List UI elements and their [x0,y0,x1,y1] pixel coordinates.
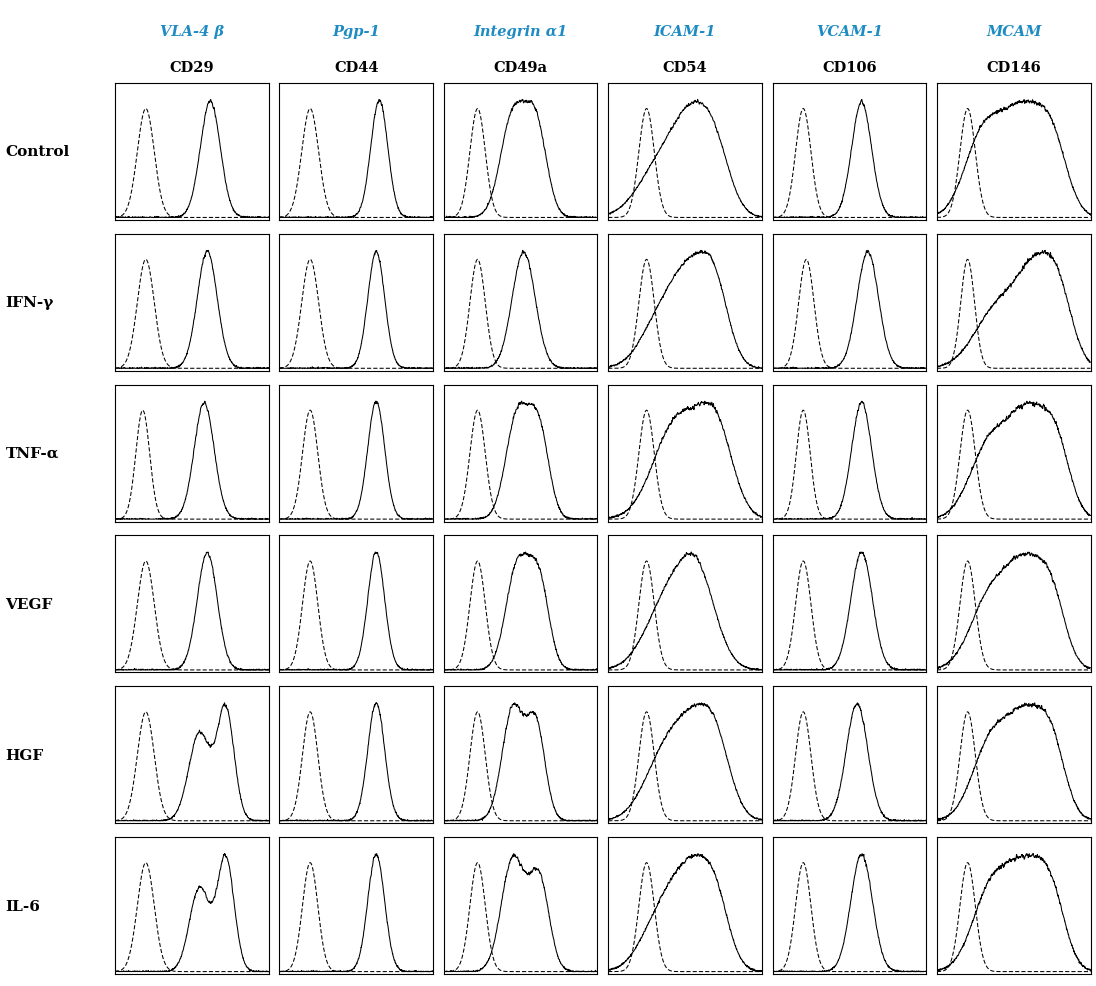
Text: HGF: HGF [5,748,44,762]
Text: CD44: CD44 [334,61,378,75]
Text: MCAM: MCAM [986,25,1041,38]
Text: VLA-4 β: VLA-4 β [160,25,224,38]
Text: IL-6: IL-6 [5,898,41,913]
Text: CD29: CD29 [170,61,214,75]
Text: TNF-α: TNF-α [5,447,59,460]
Text: CD146: CD146 [986,61,1041,75]
Text: Pgp-1: Pgp-1 [332,25,380,38]
Text: Control: Control [5,145,70,160]
Text: CD106: CD106 [822,61,877,75]
Text: VEGF: VEGF [5,598,53,611]
Text: ICAM-1: ICAM-1 [654,25,716,38]
Text: VCAM-1: VCAM-1 [815,25,882,38]
Text: IFN-γ: IFN-γ [5,296,54,310]
Text: CD49a: CD49a [493,61,548,75]
Text: CD54: CD54 [663,61,707,75]
Text: Integrin α1: Integrin α1 [473,25,568,38]
